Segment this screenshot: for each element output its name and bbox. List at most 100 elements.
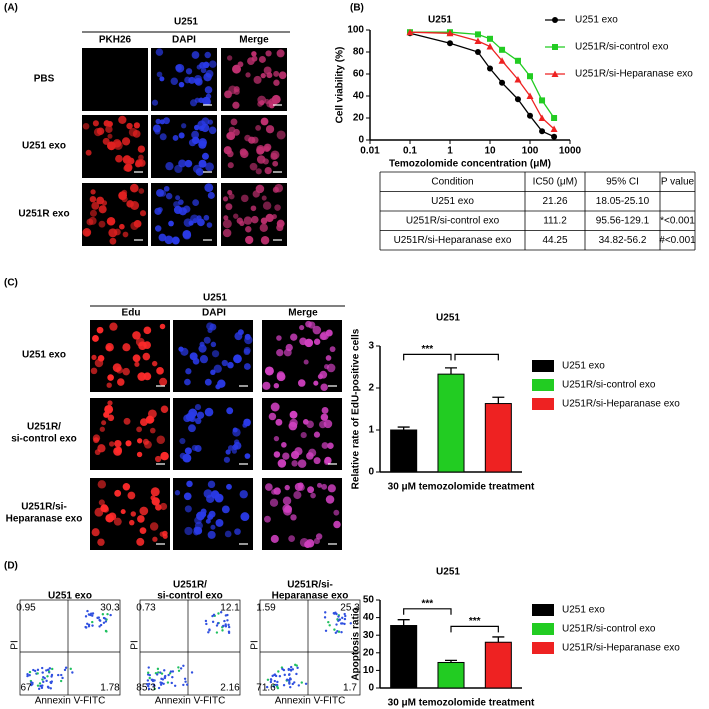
cell bbox=[205, 162, 214, 172]
cell bbox=[204, 183, 214, 193]
cell bbox=[320, 383, 328, 391]
chart-title: U251 bbox=[428, 15, 452, 26]
cell bbox=[154, 128, 161, 135]
event bbox=[84, 615, 88, 618]
event bbox=[36, 684, 40, 687]
flow-x-label: Annexin V-FITC bbox=[155, 696, 226, 707]
error-bar bbox=[397, 426, 410, 430]
cell bbox=[136, 426, 142, 433]
cell bbox=[107, 374, 114, 381]
row-label: U251 exo bbox=[22, 141, 66, 152]
flow-frame bbox=[139, 599, 241, 696]
cell bbox=[136, 438, 143, 444]
column-header: PKH26 bbox=[99, 35, 132, 46]
event bbox=[169, 670, 173, 673]
cell bbox=[82, 122, 90, 130]
cell bbox=[214, 493, 224, 503]
cell bbox=[276, 371, 285, 380]
event bbox=[157, 671, 160, 674]
event bbox=[147, 666, 150, 669]
cell bbox=[232, 101, 240, 109]
event bbox=[297, 684, 301, 687]
cell bbox=[282, 452, 290, 460]
error-bar bbox=[492, 636, 505, 643]
event bbox=[109, 613, 112, 617]
cell bbox=[312, 325, 322, 335]
event bbox=[102, 621, 106, 624]
cell bbox=[265, 50, 272, 57]
event bbox=[269, 680, 273, 684]
cell bbox=[138, 188, 145, 194]
cell bbox=[333, 509, 340, 516]
event bbox=[31, 681, 34, 685]
cell bbox=[175, 64, 182, 71]
panel-label: (B) bbox=[350, 3, 364, 14]
cell bbox=[251, 215, 259, 224]
cell bbox=[263, 143, 272, 152]
flow-x-label: Annexin V-FITC bbox=[35, 696, 106, 707]
cell bbox=[240, 194, 249, 203]
cell bbox=[224, 530, 232, 538]
event bbox=[61, 676, 64, 680]
cell bbox=[249, 162, 258, 171]
quadrant-value: 0.95 bbox=[16, 603, 36, 614]
event bbox=[338, 618, 342, 621]
cell bbox=[180, 347, 189, 356]
event bbox=[38, 682, 42, 685]
cell bbox=[307, 486, 315, 494]
cell bbox=[109, 237, 117, 245]
cell bbox=[159, 502, 168, 511]
cell bbox=[98, 220, 106, 228]
point bbox=[474, 31, 481, 38]
event bbox=[278, 675, 282, 678]
point bbox=[539, 128, 546, 135]
cell bbox=[321, 442, 329, 449]
cell bbox=[137, 515, 145, 523]
event bbox=[98, 618, 101, 622]
bar bbox=[390, 429, 418, 473]
cell bbox=[195, 417, 202, 425]
cell bbox=[132, 331, 141, 340]
event bbox=[97, 616, 101, 619]
bar bbox=[484, 641, 512, 689]
cell bbox=[305, 320, 312, 328]
row-label: si-control exo bbox=[11, 434, 77, 445]
event bbox=[41, 666, 44, 670]
cell bbox=[89, 209, 97, 217]
point bbox=[539, 97, 546, 104]
cell bbox=[159, 76, 165, 82]
point bbox=[487, 35, 493, 42]
cell bbox=[233, 354, 242, 364]
cell bbox=[313, 380, 319, 386]
point bbox=[514, 96, 521, 103]
cell bbox=[82, 228, 92, 237]
event bbox=[91, 614, 94, 617]
event bbox=[42, 680, 45, 684]
table-header: 95% CI bbox=[606, 176, 639, 187]
table-cell: 21.26 bbox=[542, 196, 567, 207]
cell bbox=[107, 133, 113, 139]
event bbox=[185, 683, 189, 686]
cell bbox=[278, 71, 287, 80]
legend-swatch bbox=[532, 360, 554, 372]
cell bbox=[321, 406, 329, 414]
event bbox=[146, 671, 150, 674]
flow-title: Heparanase exo bbox=[272, 591, 349, 602]
event bbox=[48, 667, 52, 670]
cell bbox=[174, 164, 183, 174]
event bbox=[167, 673, 170, 677]
cell bbox=[284, 484, 290, 491]
cell bbox=[159, 323, 166, 330]
cell bbox=[297, 484, 305, 491]
event bbox=[341, 622, 344, 625]
cell bbox=[159, 119, 165, 125]
cell bbox=[244, 134, 251, 142]
cell bbox=[149, 427, 156, 434]
event bbox=[173, 684, 177, 687]
event bbox=[40, 686, 44, 690]
event bbox=[285, 678, 289, 681]
cell bbox=[183, 414, 191, 423]
point bbox=[474, 49, 481, 55]
cell bbox=[325, 355, 332, 361]
